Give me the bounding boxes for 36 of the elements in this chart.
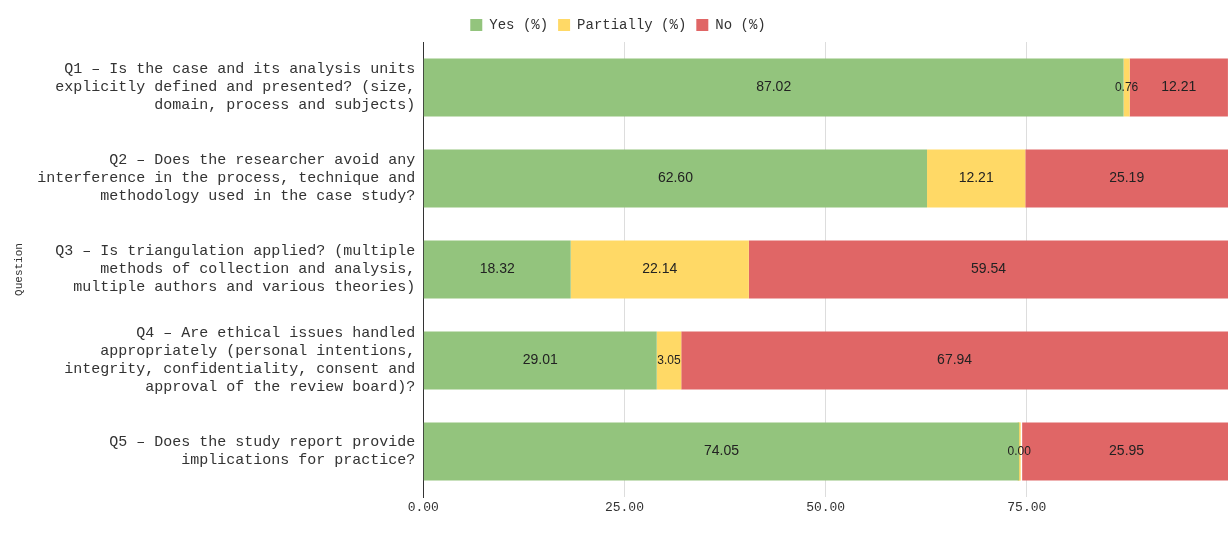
data-label: 25.19 bbox=[1109, 169, 1145, 186]
data-label: 0.76 bbox=[1114, 79, 1139, 94]
data-label: 29.01 bbox=[522, 351, 558, 368]
legend-label: Partially (%) bbox=[577, 16, 687, 33]
bar bbox=[748, 240, 1228, 299]
x-tick-label: 0.00 bbox=[407, 500, 439, 516]
legend-label: No (%) bbox=[715, 16, 766, 33]
bar bbox=[656, 331, 682, 390]
bar bbox=[927, 149, 1026, 208]
data-label: 18.32 bbox=[479, 260, 515, 277]
y-tick-label: Q5 – Does the study report provide implications for practice? bbox=[109, 434, 416, 470]
y-tick-label: Q2 – Does the researcher avoid any interference in the process, technique and methodology used in the case study? bbox=[37, 152, 416, 206]
data-label: 59.54 bbox=[970, 260, 1007, 277]
data-label: 25.95 bbox=[1109, 442, 1145, 459]
legend-label: Yes (%) bbox=[489, 16, 549, 33]
bar bbox=[423, 149, 928, 208]
data-label: 12.21 bbox=[958, 169, 994, 186]
bar bbox=[423, 331, 657, 390]
bar bbox=[570, 240, 749, 299]
y-tick-label: Q3 – Is triangulation applied? (multiple methods of collection and analysis, multiple authors and various theories) bbox=[55, 243, 416, 297]
data-label: 12.21 bbox=[1161, 78, 1197, 95]
x-tick-label: 75.00 bbox=[1007, 500, 1047, 516]
data-label: 74.05 bbox=[703, 442, 740, 459]
y-axis-title: Question bbox=[12, 243, 25, 296]
data-label: 62.60 bbox=[657, 169, 694, 186]
data-label: 87.02 bbox=[756, 78, 792, 95]
x-tick-label: 25.00 bbox=[604, 500, 644, 516]
data-label: 22.14 bbox=[642, 260, 678, 277]
bar bbox=[681, 331, 1228, 390]
bar bbox=[423, 240, 571, 299]
y-tick-label: Q4 – Are ethical issues handled appropriately (personal intentions, integrity, confidentiality, consent and approval of the review board)? bbox=[64, 325, 416, 397]
x-tick-label: 50.00 bbox=[806, 500, 846, 516]
bar bbox=[1025, 149, 1228, 208]
data-label: 67.94 bbox=[937, 351, 973, 368]
y-tick-label: Q1 – Is the case and its analysis units explicitly defined and presented? (size, domain, process and subjects) bbox=[55, 61, 416, 115]
data-label: 3.05 bbox=[657, 352, 681, 367]
